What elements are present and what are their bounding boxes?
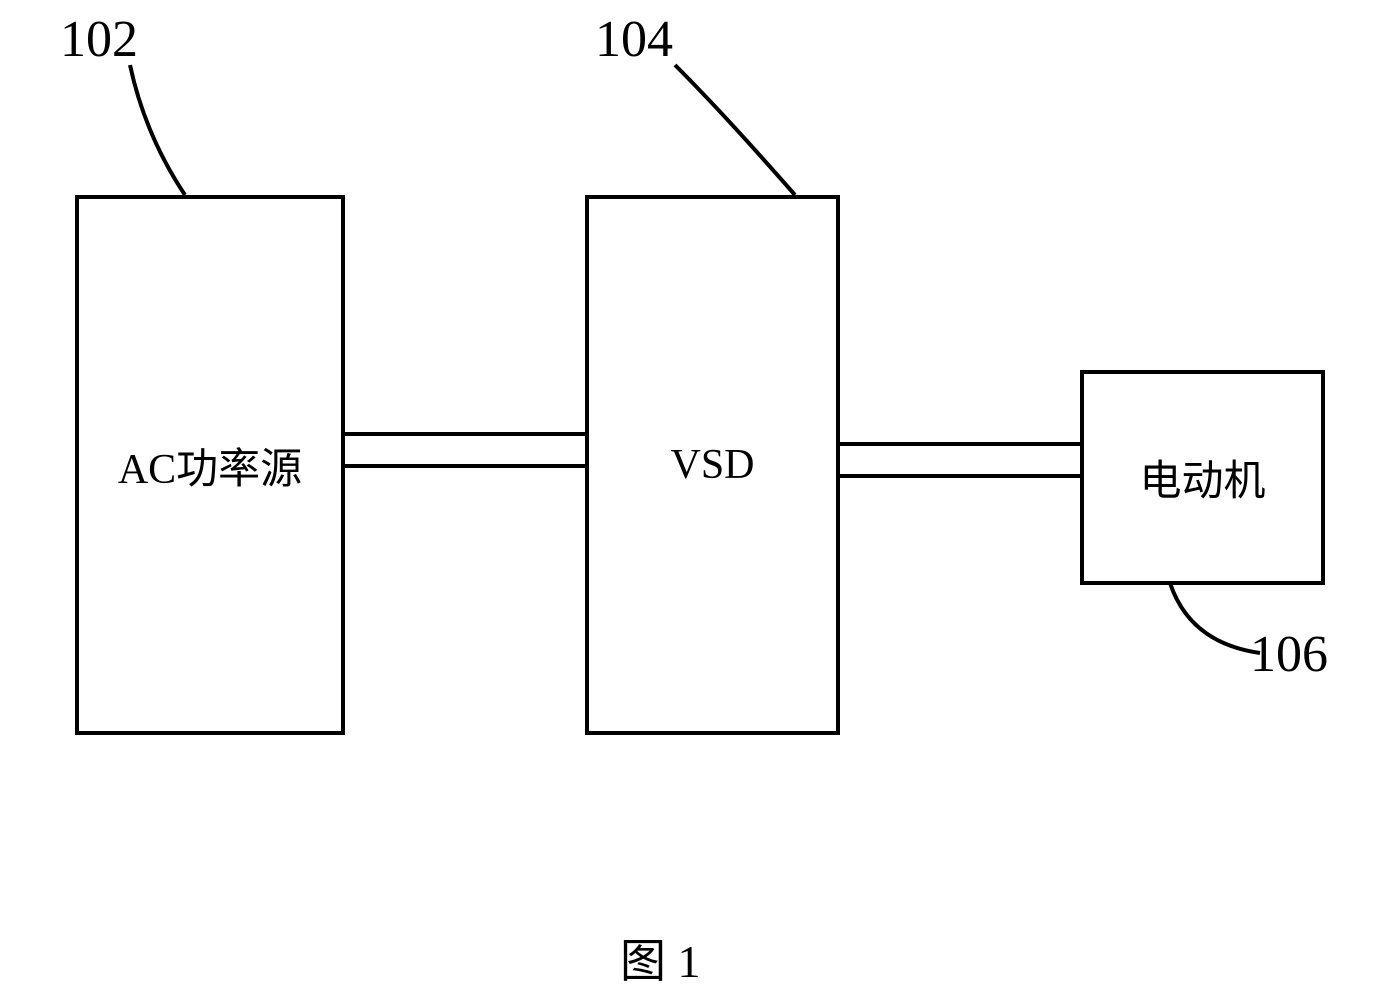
connector-vsd-to-motor	[838, 442, 1084, 478]
callout-106	[1130, 583, 1290, 683]
block-motor: 电动机	[1080, 370, 1325, 585]
ref-label-104: 104	[595, 10, 673, 69]
block-ac-source-label: AC功率源	[118, 435, 302, 496]
connector-ac-to-vsd	[345, 432, 589, 468]
block-vsd-label: VSD	[670, 441, 754, 489]
callout-102	[100, 65, 250, 205]
block-motor-label: 电动机	[1139, 447, 1265, 508]
ref-label-102: 102	[60, 10, 138, 69]
block-ac-source: AC功率源	[75, 195, 345, 735]
figure-caption: 图 1	[620, 925, 701, 991]
block-vsd: VSD	[585, 195, 840, 735]
callout-104	[655, 65, 835, 205]
